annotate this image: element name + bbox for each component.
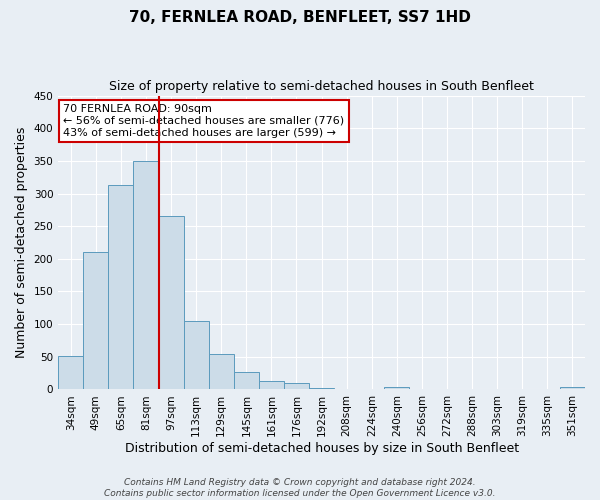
Title: Size of property relative to semi-detached houses in South Benfleet: Size of property relative to semi-detach…: [109, 80, 534, 93]
Bar: [309, 388, 334, 390]
Bar: [560, 388, 585, 390]
Text: 70, FERNLEA ROAD, BENFLEET, SS7 1HD: 70, FERNLEA ROAD, BENFLEET, SS7 1HD: [129, 10, 471, 25]
Bar: [284, 383, 309, 390]
Bar: [385, 388, 409, 390]
Bar: [158, 216, 184, 390]
Bar: [234, 372, 259, 390]
Bar: [184, 321, 209, 390]
Bar: [109, 185, 133, 390]
Bar: [83, 252, 109, 390]
Bar: [133, 161, 158, 390]
Bar: [58, 356, 83, 390]
Bar: [259, 381, 284, 390]
Text: 70 FERNLEA ROAD: 90sqm
← 56% of semi-detached houses are smaller (776)
43% of se: 70 FERNLEA ROAD: 90sqm ← 56% of semi-det…: [64, 104, 344, 138]
Text: Contains HM Land Registry data © Crown copyright and database right 2024.
Contai: Contains HM Land Registry data © Crown c…: [104, 478, 496, 498]
Y-axis label: Number of semi-detached properties: Number of semi-detached properties: [15, 127, 28, 358]
X-axis label: Distribution of semi-detached houses by size in South Benfleet: Distribution of semi-detached houses by …: [125, 442, 518, 455]
Bar: [209, 354, 234, 390]
